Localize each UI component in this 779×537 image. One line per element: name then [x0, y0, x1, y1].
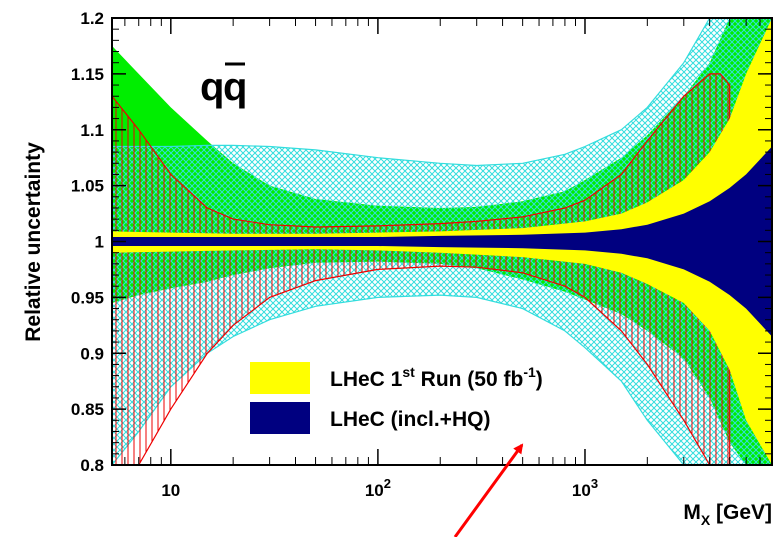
annotation-arrow — [453, 443, 524, 537]
y-tick-label: 0.9 — [80, 344, 104, 363]
process-label-qbar: q — [223, 65, 247, 109]
y-tick-label: 1.2 — [80, 9, 104, 28]
uncertainty-bands — [112, 18, 772, 465]
legend: LHeC 1st Run (50 fb-1) LHeC (incl.+HQ) — [250, 362, 543, 434]
legend-label: LHeC 1st Run (50 fb-1) — [330, 364, 543, 391]
x-axis-title-rest: [GeV] — [710, 501, 772, 524]
y-tick-label: 0.85 — [71, 400, 104, 419]
y-tick-label: 1.15 — [71, 65, 104, 84]
y-axis-title: Relative uncertainty — [22, 142, 45, 342]
x-tick-label: 103 — [572, 476, 598, 500]
legend-swatch — [250, 402, 310, 434]
x-axis-title-sub: X — [701, 512, 711, 528]
y-tick-label: 0.95 — [71, 288, 104, 307]
x-axis: 10 102 103 — [124, 18, 773, 500]
process-annotation: q q — [200, 62, 247, 109]
x-tick-label: 10 — [161, 481, 180, 500]
y-tick-label: 1.1 — [80, 121, 104, 140]
x-axis-title-main: M — [683, 501, 701, 524]
process-label-q: q — [200, 65, 224, 109]
band-navy-fill — [112, 146, 772, 337]
y-axis: 0.8 0.85 0.9 0.95 1 1.05 1.1 1.15 1.2 — [71, 9, 772, 475]
band-red-hatch — [112, 73, 731, 465]
legend-label: LHeC (incl.+HQ) — [330, 408, 490, 431]
x-tick-label: 102 — [365, 476, 391, 500]
y-tick-label: 0.8 — [80, 456, 104, 475]
x-axis-title: MX [GeV] — [683, 501, 772, 528]
legend-swatch — [250, 362, 310, 394]
y-tick-label: 1 — [95, 233, 104, 252]
y-tick-label: 1.05 — [71, 177, 104, 196]
